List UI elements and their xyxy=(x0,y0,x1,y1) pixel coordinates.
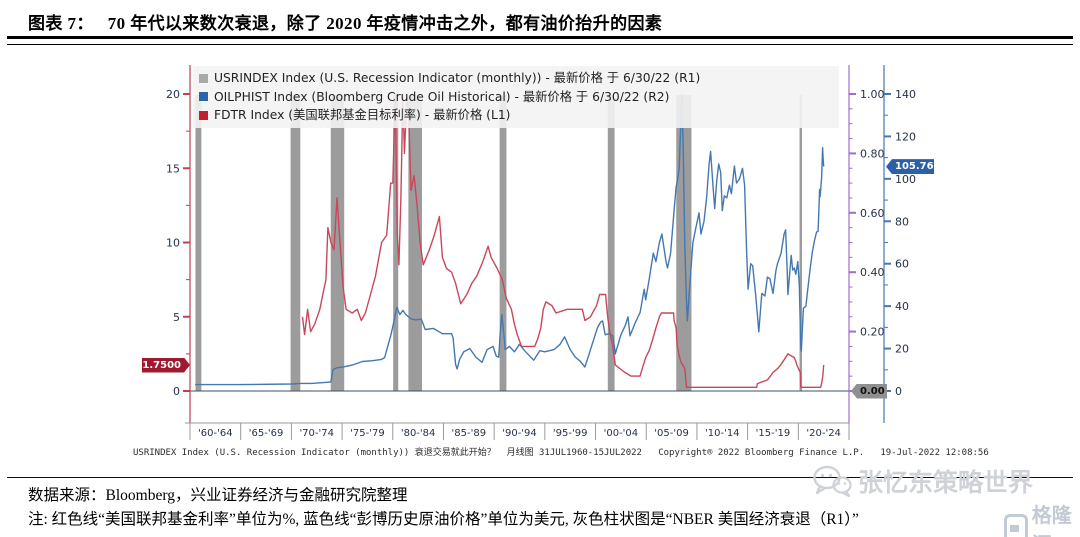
tick-label: 0.80 xyxy=(860,147,885,160)
recession-bar xyxy=(393,95,399,391)
x-tick-label: '85-'89 xyxy=(452,428,487,439)
gelonghui-text: 格隆汇 xyxy=(1031,503,1072,537)
legend-label: FDTR Index (美国联邦基金目标利率) - 最新价格 (L1) xyxy=(214,108,511,122)
tick-label: 40 xyxy=(895,300,909,313)
tick-label: 100 xyxy=(895,173,916,186)
x-tick-label: '75-'79 xyxy=(350,428,385,439)
recession-bars xyxy=(195,95,803,391)
recession-bar xyxy=(330,95,345,391)
recession-bar xyxy=(799,95,803,391)
x-tick-label: '10-'14 xyxy=(705,428,740,439)
x-axis: '60-'64 '65-'69 '70-'74 '75-'79 '80-'84 '85-'… xyxy=(185,422,850,440)
tick-label: 0 xyxy=(895,385,902,398)
tick-label: 60 xyxy=(895,258,909,271)
data-source-line: 数据来源：Bloomberg，兴业证券经济与金融研究院整理 xyxy=(28,487,408,504)
tick-label: 80 xyxy=(895,215,909,228)
title-divider xyxy=(7,36,1073,45)
recession-bar xyxy=(607,95,615,391)
usrindex-swatch xyxy=(199,73,208,83)
x-tick-label: '00-'04 xyxy=(604,428,639,439)
legend-item-usrindex: USRINDEX Index (U.S. Recession Indicator… xyxy=(199,69,833,88)
recession-bar xyxy=(499,95,507,391)
section-divider xyxy=(7,477,1073,478)
legend-label: OILPHIST Index (Bloomberg Crude Oil Hist… xyxy=(214,89,670,104)
oilphist-swatch xyxy=(199,92,208,102)
series-oilphist xyxy=(195,93,825,386)
legend-item-oilphist: OILPHIST Index (Bloomberg Crude Oil Hist… xyxy=(199,88,833,107)
gelonghui-logo: 格隆汇 xyxy=(1004,499,1080,537)
tick-label: 10 xyxy=(166,237,180,250)
fdtr-swatch xyxy=(199,110,208,120)
tick-label: 20 xyxy=(895,343,909,356)
recession-bar xyxy=(676,95,692,391)
legend-item-fdtr: FDTR Index (美国联邦基金目标利率) - 最新价格 (L1) xyxy=(199,106,833,125)
tick-label: 1.00 xyxy=(860,88,885,101)
legend-label: USRINDEX Index (U.S. Recession Indicator… xyxy=(214,71,701,85)
recession-bar xyxy=(290,95,301,391)
tick-label: 120 xyxy=(895,130,916,143)
x-tick-label: '20-'24 xyxy=(806,428,841,439)
figure-title-text: 70 年代以来数次衰退，除了 2020 年疫情冲击之外，都有油价抬升的因素 xyxy=(107,14,663,33)
x-tick-label: '80-'84 xyxy=(401,428,436,439)
recession-bar xyxy=(195,95,202,391)
figure-title: 图表 7： 70 年代以来数次衰退，除了 2020 年疫情冲击之外，都有油价抬升的… xyxy=(28,9,662,34)
tick-label: 0.40 xyxy=(860,266,885,279)
fdtr-last-price-badge: 1.7500 xyxy=(142,358,190,373)
oilphist-last-price-badge: 105.76 xyxy=(886,159,934,175)
tick-label: 5 xyxy=(173,311,180,324)
x-tick-label: '70-'74 xyxy=(299,428,334,439)
axis-R1: 0.00 0.20 0.40 0.60 0.80 1.00 xyxy=(848,65,885,423)
tick-label: 0 xyxy=(173,385,180,398)
tick-label: 20 xyxy=(166,88,180,101)
x-tick-label: '15-'19 xyxy=(756,428,791,439)
series-fdtr xyxy=(301,93,825,388)
tick-label: 0.20 xyxy=(860,326,885,339)
note-line: 注: 红色线“美国联邦基金利率”单位为%, 蓝色线“彭博历史原油价格”单位为美元… xyxy=(28,511,859,528)
x-tick-label: '60-'64 xyxy=(198,428,233,439)
bloomberg-footer: USRINDEX Index (U.S. Recession Indicator… xyxy=(133,448,989,458)
x-tick-label: '95-'99 xyxy=(553,428,588,439)
tick-label: 15 xyxy=(166,162,180,175)
usrindex-last-price-badge: 0.00 xyxy=(851,383,887,399)
recession-bar xyxy=(408,95,422,391)
tick-label: 140 xyxy=(895,88,916,101)
axis-L1: 0 5 10 15 20 xyxy=(166,65,191,423)
axis-R2: 0 20 40 60 80 100 120 140 xyxy=(883,65,916,423)
x-tick-label: '90-'94 xyxy=(502,428,537,439)
x-tick-label: '05-'09 xyxy=(654,428,689,439)
tick-label: 0.60 xyxy=(860,207,885,220)
gelonghui-icon xyxy=(1004,514,1028,537)
wechat-icon xyxy=(813,465,852,497)
x-tick-label: '65-'69 xyxy=(249,428,284,439)
watermark: 张忆东策略世界 xyxy=(812,463,1033,499)
watermark-text: 张忆东策略世界 xyxy=(858,470,1034,497)
chart-legend: USRINDEX Index (U.S. Recession Indicator… xyxy=(193,66,839,128)
figure-number-label: 图表 7： xyxy=(28,14,94,33)
plot-root: 0 5 10 15 20 0.00 0.20 0.40 0.60 0.80 1.00 0 20 40 60 8… xyxy=(166,65,916,440)
